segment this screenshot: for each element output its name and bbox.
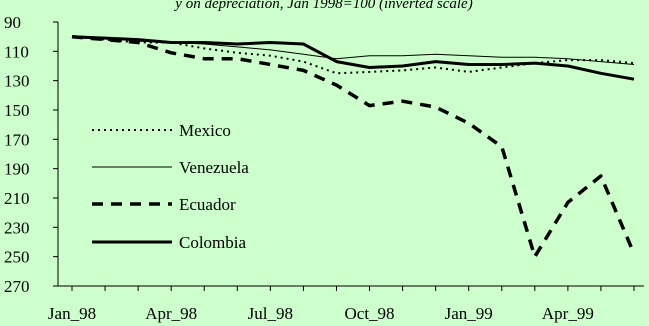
y-tick-label: 130 <box>4 72 30 91</box>
y-tick-label: 210 <box>4 189 30 208</box>
x-tick-label: Apr_98 <box>145 304 197 323</box>
legend-label-venezuela: Venezuela <box>179 158 249 177</box>
y-tick-label: 150 <box>4 101 30 120</box>
x-tick-label: Jan_98 <box>48 304 96 323</box>
x-tick-label: Apr_99 <box>542 304 594 323</box>
y-tick-label: 250 <box>4 248 30 267</box>
series-line-ecuador <box>71 34 636 259</box>
y-tick-label: 190 <box>4 160 30 179</box>
y-tick-label: 90 <box>4 13 21 32</box>
legend-label-ecuador: Ecuador <box>179 195 236 214</box>
x-tick-label: Oct_98 <box>345 304 395 323</box>
x-tick-label: Jul_98 <box>248 304 293 323</box>
y-tick-label: 110 <box>4 42 29 61</box>
x-tick-label: Jan_99 <box>445 304 493 323</box>
legend-label-mexico: Mexico <box>179 121 231 140</box>
series-line-colombia <box>71 35 635 81</box>
legend-label-colombia: Colombia <box>179 233 247 252</box>
y-tick-label: 270 <box>4 277 30 296</box>
chart-title: y on depreciation, Jan 1998=100 (inverte… <box>173 0 472 12</box>
y-tick-label: 230 <box>4 218 30 237</box>
y-tick-label: 170 <box>4 130 30 149</box>
